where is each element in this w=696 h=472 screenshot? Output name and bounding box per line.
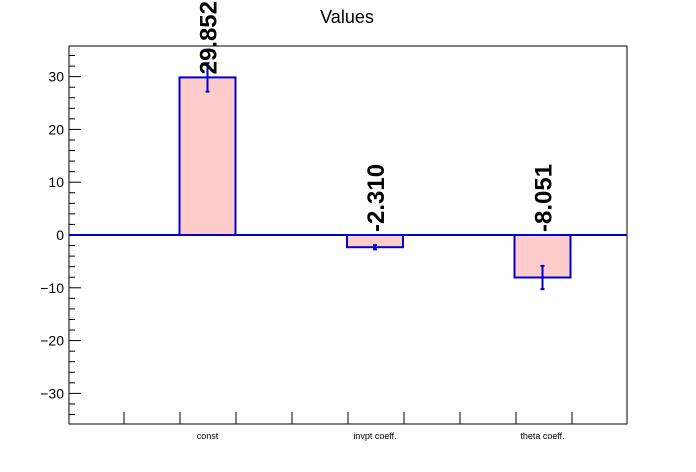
data-label: -2.310 [363,164,390,232]
y-tick-label: −20 [40,333,64,349]
y-tick-label: 10 [48,174,64,190]
x-tick-label: theta coeff. [520,431,564,441]
bar-1 [178,76,237,236]
data-label: -8.051 [531,164,558,232]
y-tick-label: 30 [48,69,64,85]
chart-title: Values [320,7,374,27]
y-tick-label: −10 [40,280,64,296]
y-tick-label: 0 [56,227,64,243]
plot-area: −30 −20 −10 0 10 20 30 const 29.852 invpt coeff. -… [40,1,628,441]
y-tick-label: −30 [40,385,64,401]
data-label: 29.852 [196,1,223,74]
x-tick-label: invpt coeff. [353,431,396,441]
x-tick-label: const [197,431,219,441]
y-tick-label: 20 [48,121,64,137]
